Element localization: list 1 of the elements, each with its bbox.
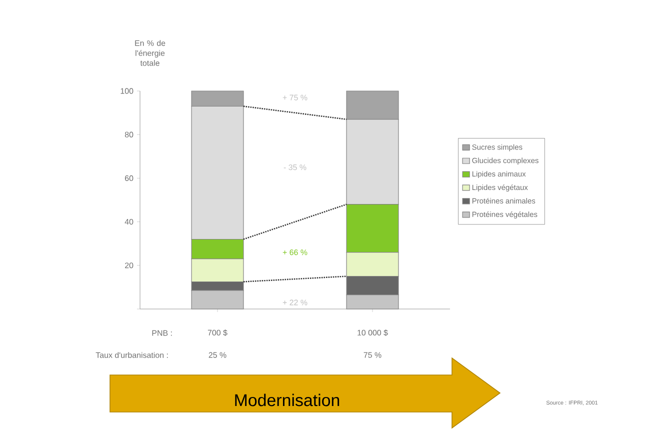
text: Modernisation	[235, 394, 340, 406]
